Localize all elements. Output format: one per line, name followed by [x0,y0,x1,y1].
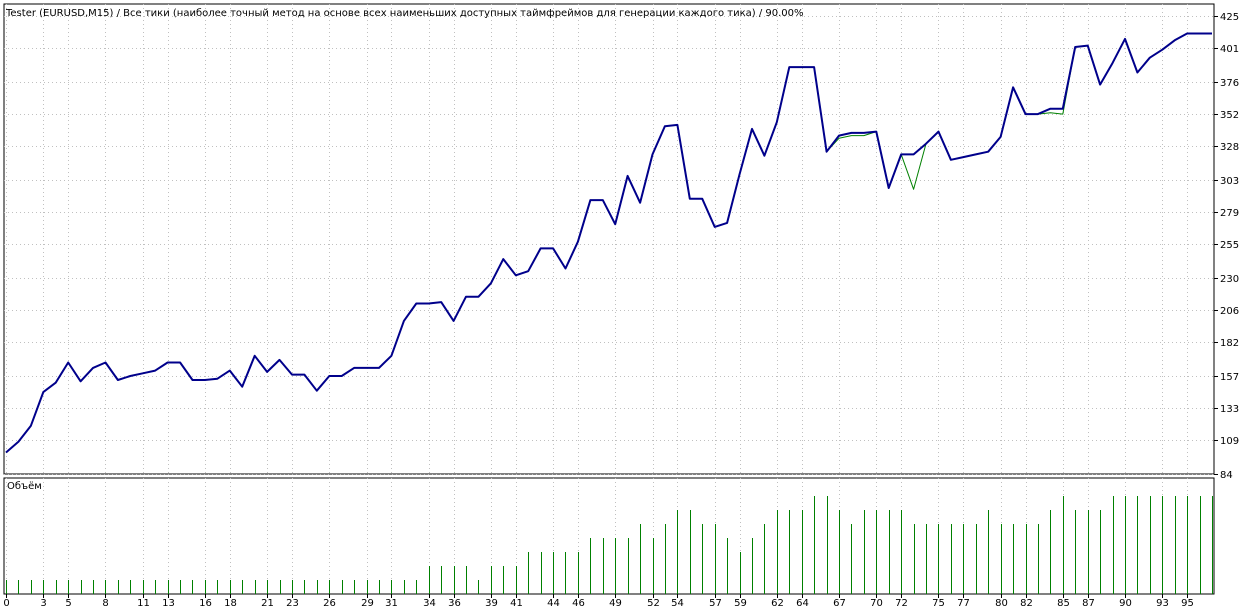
x-tick-label: 75 [932,598,945,609]
x-tick-label: 41 [510,598,523,609]
volume-bars [6,496,1213,594]
balance-line [5,32,1212,454]
x-tick-label: 77 [957,598,970,609]
equity-line [5,33,1212,453]
y-tick-label: 255 [1220,240,1239,251]
x-tick-label: 11 [137,598,150,609]
price-axis: 84 109 133 157 182 206 230 255 279 303 328 352 376 40… [1214,12,1239,481]
chart-title: Tester (EURUSD,M15) / Все тики (наиболее… [5,8,804,19]
x-tick-label: 72 [895,598,908,609]
x-tick-label: 44 [547,598,560,609]
x-tick-label: 90 [1119,598,1132,609]
x-tick-label: 62 [771,598,784,609]
x-tick-label: 54 [671,598,684,609]
y-tick-label: 84 [1220,470,1233,481]
x-tick-label: 16 [199,598,212,609]
x-tick-label: 67 [833,598,846,609]
y-tick-label: 230 [1220,274,1239,285]
x-tick-label: 31 [385,598,398,609]
x-tick-label: 21 [261,598,274,609]
x-tick-label: 46 [572,598,585,609]
y-tick-label: 133 [1220,404,1239,415]
x-tick-label: 80 [995,598,1008,609]
y-tick-label: 157 [1220,372,1239,383]
y-tick-label: 376 [1220,78,1239,89]
y-tick-label: 401 [1220,44,1239,55]
x-tick-label: 93 [1156,598,1169,609]
x-tick-label: 59 [734,598,747,609]
x-tick-label: 57 [709,598,722,609]
x-tick-label: 5 [65,598,71,609]
x-tick-label: 8 [102,598,108,609]
x-tick-label: 23 [286,598,299,609]
x-tick-label: 64 [796,598,809,609]
x-tick-label: 29 [361,598,374,609]
x-tick-label: 49 [609,598,622,609]
x-tick-label: 18 [224,598,237,609]
x-tick-label: 34 [423,598,436,609]
x-tick-label: 0 [3,598,9,609]
x-tick-label: 13 [162,598,175,609]
x-tick-label: 85 [1057,598,1070,609]
x-tick-label: 52 [647,598,660,609]
y-tick-label: 328 [1220,142,1239,153]
y-tick-label: 352 [1220,110,1239,121]
grid [4,4,1214,594]
y-tick-label: 109 [1220,436,1239,447]
volume-panel-frame [3,477,1215,595]
main-plot-frame [3,3,1215,475]
x-tick-label: 70 [870,598,883,609]
x-tick-label: 87 [1082,598,1095,609]
y-tick-label: 425 [1220,12,1239,23]
index-axis: 0 3 5 8 11 13 16 18 21 23 26 29 31 34 36 39 41 44 46 49 52 54… [3,594,1194,609]
x-tick-label: 3 [40,598,46,609]
x-tick-label: 95 [1181,598,1194,609]
y-tick-label: 182 [1220,338,1239,349]
series-lines [5,32,1212,454]
x-tick-label: 36 [448,598,461,609]
y-tick-label: 206 [1220,306,1239,317]
y-tick-label: 303 [1220,176,1239,187]
x-tick-label: 26 [323,598,336,609]
volume-panel-label: Объём [7,481,42,492]
x-tick-label: 82 [1020,598,1033,609]
y-tick-label: 279 [1220,208,1239,219]
x-tick-label: 39 [485,598,498,609]
